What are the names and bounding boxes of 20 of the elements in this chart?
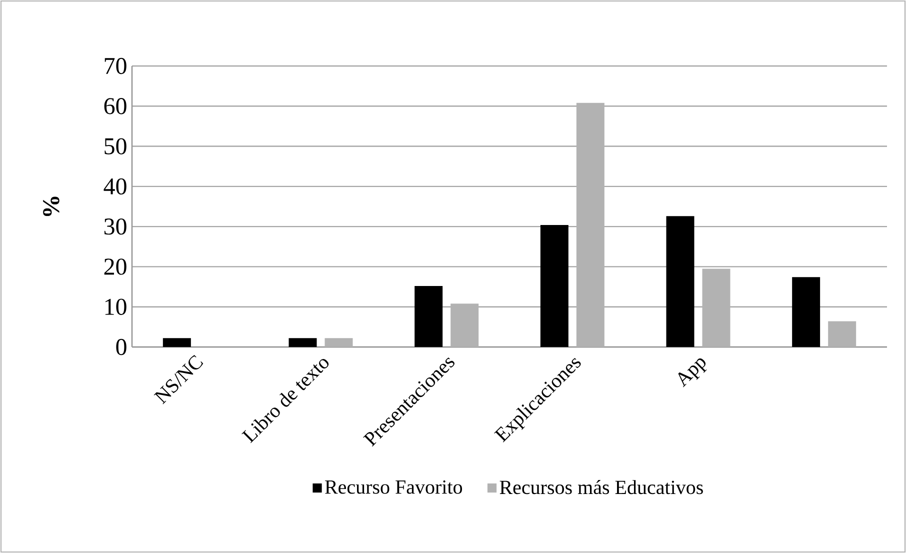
y-tick-label: 70 — [104, 58, 126, 74]
bar — [414, 286, 443, 347]
bar — [792, 277, 820, 347]
bar — [666, 216, 694, 347]
bar — [288, 338, 317, 347]
legend-label: Recursos más Educativos — [500, 480, 703, 494]
y-tick-label: 60 — [104, 98, 126, 114]
y-axis-title: % — [43, 196, 60, 216]
bar — [540, 224, 568, 347]
y-tick-label: 0 — [116, 338, 126, 356]
y-tick-label: 20 — [104, 258, 126, 275]
bar — [324, 338, 353, 347]
x-tick-label: App — [678, 358, 707, 388]
y-tick-label: 50 — [104, 138, 126, 154]
bar — [162, 338, 191, 347]
y-tick-label: 30 — [104, 218, 126, 235]
y-tick-label: 10 — [105, 298, 126, 315]
bar — [828, 321, 856, 347]
y-tick-label: 40 — [104, 178, 126, 195]
legend-label: Recurso Favorito — [325, 480, 462, 494]
